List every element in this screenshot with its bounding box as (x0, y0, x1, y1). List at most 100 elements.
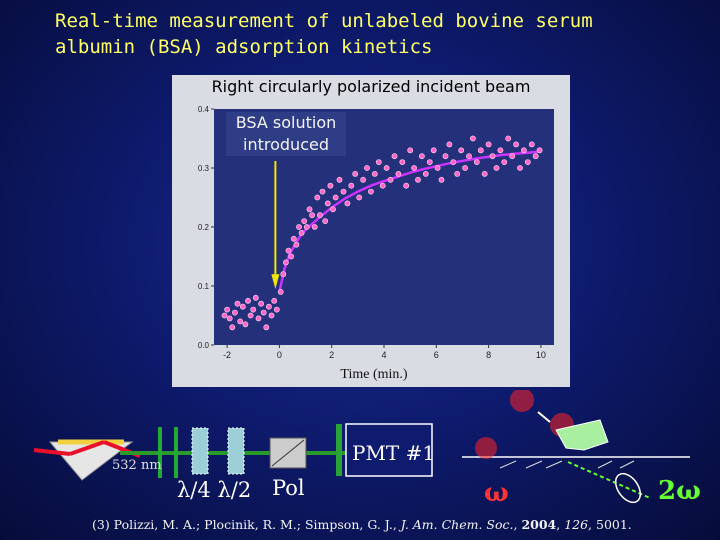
data-point (277, 288, 284, 295)
sh-ray (567, 461, 651, 499)
data-point (247, 312, 254, 319)
wavelength-label: 532 nm (112, 458, 162, 473)
data-point (322, 218, 329, 224)
x-tick-label: -2 (223, 350, 231, 360)
data-point (364, 165, 370, 171)
data-point (477, 147, 484, 154)
data-point (298, 229, 305, 236)
beam-reflect (69, 440, 105, 456)
data-point (501, 159, 508, 165)
data-point (532, 153, 539, 160)
reference-prefix: (3) Polizzi, M. A.; Plocinik, R. M.; Sim… (92, 517, 401, 532)
data-point (229, 324, 236, 331)
data-point (497, 147, 504, 154)
data-point (520, 147, 527, 154)
chart-title: Right circularly polarized incident beam (211, 77, 531, 96)
data-point (481, 171, 488, 177)
polarizer-label: Pol (272, 476, 305, 500)
reference-comma: , (513, 517, 522, 532)
reference-volume: 126 (564, 517, 589, 532)
data-point (513, 141, 519, 148)
data-point (303, 224, 310, 230)
quarter-waveplate (191, 427, 209, 475)
data-point (293, 241, 300, 248)
data-point (528, 141, 535, 148)
data-point (411, 165, 417, 171)
data-point (273, 306, 280, 313)
data-point (332, 194, 339, 201)
x-tick-label: 4 (381, 350, 386, 360)
data-point (469, 135, 476, 142)
data-point (466, 153, 472, 160)
data-point (418, 153, 425, 160)
x-tick-label: 0 (277, 350, 282, 360)
data-point (367, 188, 374, 195)
reference-journal: J. Am. Chem. Soc. (400, 517, 514, 532)
data-point (309, 212, 315, 219)
data-point (415, 176, 421, 183)
data-point (234, 300, 241, 307)
data-point (239, 303, 246, 310)
data-point (301, 218, 308, 224)
data-point (450, 159, 457, 165)
data-point (360, 176, 366, 183)
data-point (395, 171, 402, 177)
dash-2 (525, 460, 543, 469)
title-line-2: albumin (BSA) adsorption kinetics (55, 36, 433, 58)
data-point (319, 188, 326, 195)
data-point (314, 194, 321, 201)
pmt-slit-1 (336, 424, 342, 476)
data-point (383, 165, 390, 171)
data-point (280, 271, 287, 278)
protein-shape (555, 419, 609, 451)
reference-citation: (3) Polizzi, M. A.; Plocinik, R. M.; Sim… (92, 517, 702, 532)
polarizer-line (271, 439, 305, 467)
chart-panel: Right circularly polarized incident beam… (172, 75, 570, 387)
data-point (524, 159, 531, 165)
data-point (407, 147, 414, 154)
beam-in (33, 448, 71, 456)
data-point (517, 165, 523, 171)
data-point (485, 141, 492, 148)
data-point (250, 306, 257, 313)
beam-spot-1 (510, 390, 534, 412)
data-point (283, 259, 289, 266)
dash-3 (545, 460, 563, 469)
data-point (422, 171, 429, 177)
data-point (505, 135, 512, 142)
waveplate-labels: λ/4 λ/2 (177, 478, 251, 502)
injection-annotation: BSA solution introduced (226, 112, 346, 156)
data-point (348, 182, 355, 189)
data-point (296, 224, 302, 230)
data-point (403, 182, 410, 189)
title-line-1: Real-time measurement of unlabeled bovin… (55, 10, 593, 32)
reference-suffix: , 5001. (588, 517, 632, 532)
x-tick-label: 10 (536, 350, 546, 360)
data-point (271, 297, 278, 304)
data-point (260, 309, 267, 316)
beam-spot-3 (475, 437, 497, 459)
data-point (344, 200, 351, 207)
slide-title: Real-time measurement of unlabeled bovin… (55, 8, 695, 60)
data-point (237, 318, 244, 325)
data-point (285, 247, 292, 254)
half-wave-label: λ/2 (217, 478, 252, 502)
data-point (306, 206, 313, 213)
quarter-wave-label: λ/4 (177, 478, 211, 502)
data-point (493, 165, 500, 171)
reference-comma-2: , (556, 517, 565, 532)
data-point (426, 159, 433, 165)
x-tick-label: 2 (329, 350, 334, 360)
polarization-arrow (537, 411, 551, 423)
data-point (458, 147, 465, 154)
data-point (371, 171, 378, 177)
data-point (232, 309, 238, 316)
y-tick-label: 0.4 (198, 105, 210, 114)
data-point (327, 182, 334, 189)
data-point (375, 159, 382, 165)
data-point (509, 153, 516, 160)
data-point (336, 176, 343, 183)
optical-schematic (33, 390, 690, 504)
x-tick-label: 6 (434, 350, 439, 360)
polarization-ellipse (614, 472, 642, 504)
